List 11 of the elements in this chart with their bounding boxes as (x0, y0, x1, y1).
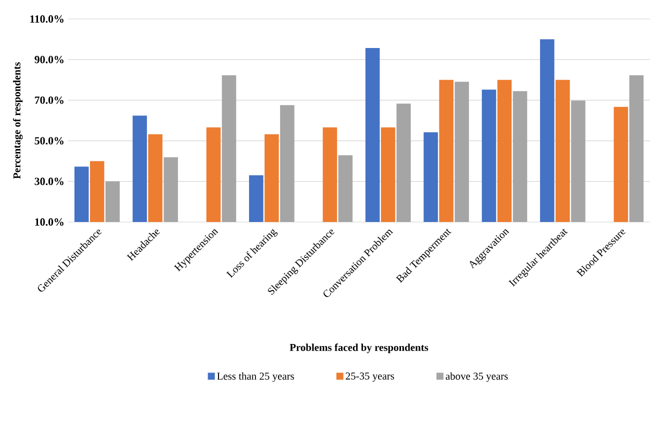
y-tick-label: 50.0% (34, 137, 64, 145)
x-axis-title: Problems faced by respondents (290, 344, 428, 354)
legend-label: above 35 years (446, 372, 508, 382)
y-tick-label: 90.0% (34, 56, 64, 64)
legend-label: 25-35 years (346, 372, 394, 382)
y-tick-label: 30.0% (34, 178, 64, 186)
y-tick-label: 10.0% (35, 218, 64, 226)
legend-label: Less than 25 years (217, 372, 294, 382)
y-axis-title: Percentage of respondents (12, 62, 23, 179)
y-tick-label: 70.0% (34, 96, 64, 104)
y-tick-label: 110.0% (30, 15, 64, 23)
